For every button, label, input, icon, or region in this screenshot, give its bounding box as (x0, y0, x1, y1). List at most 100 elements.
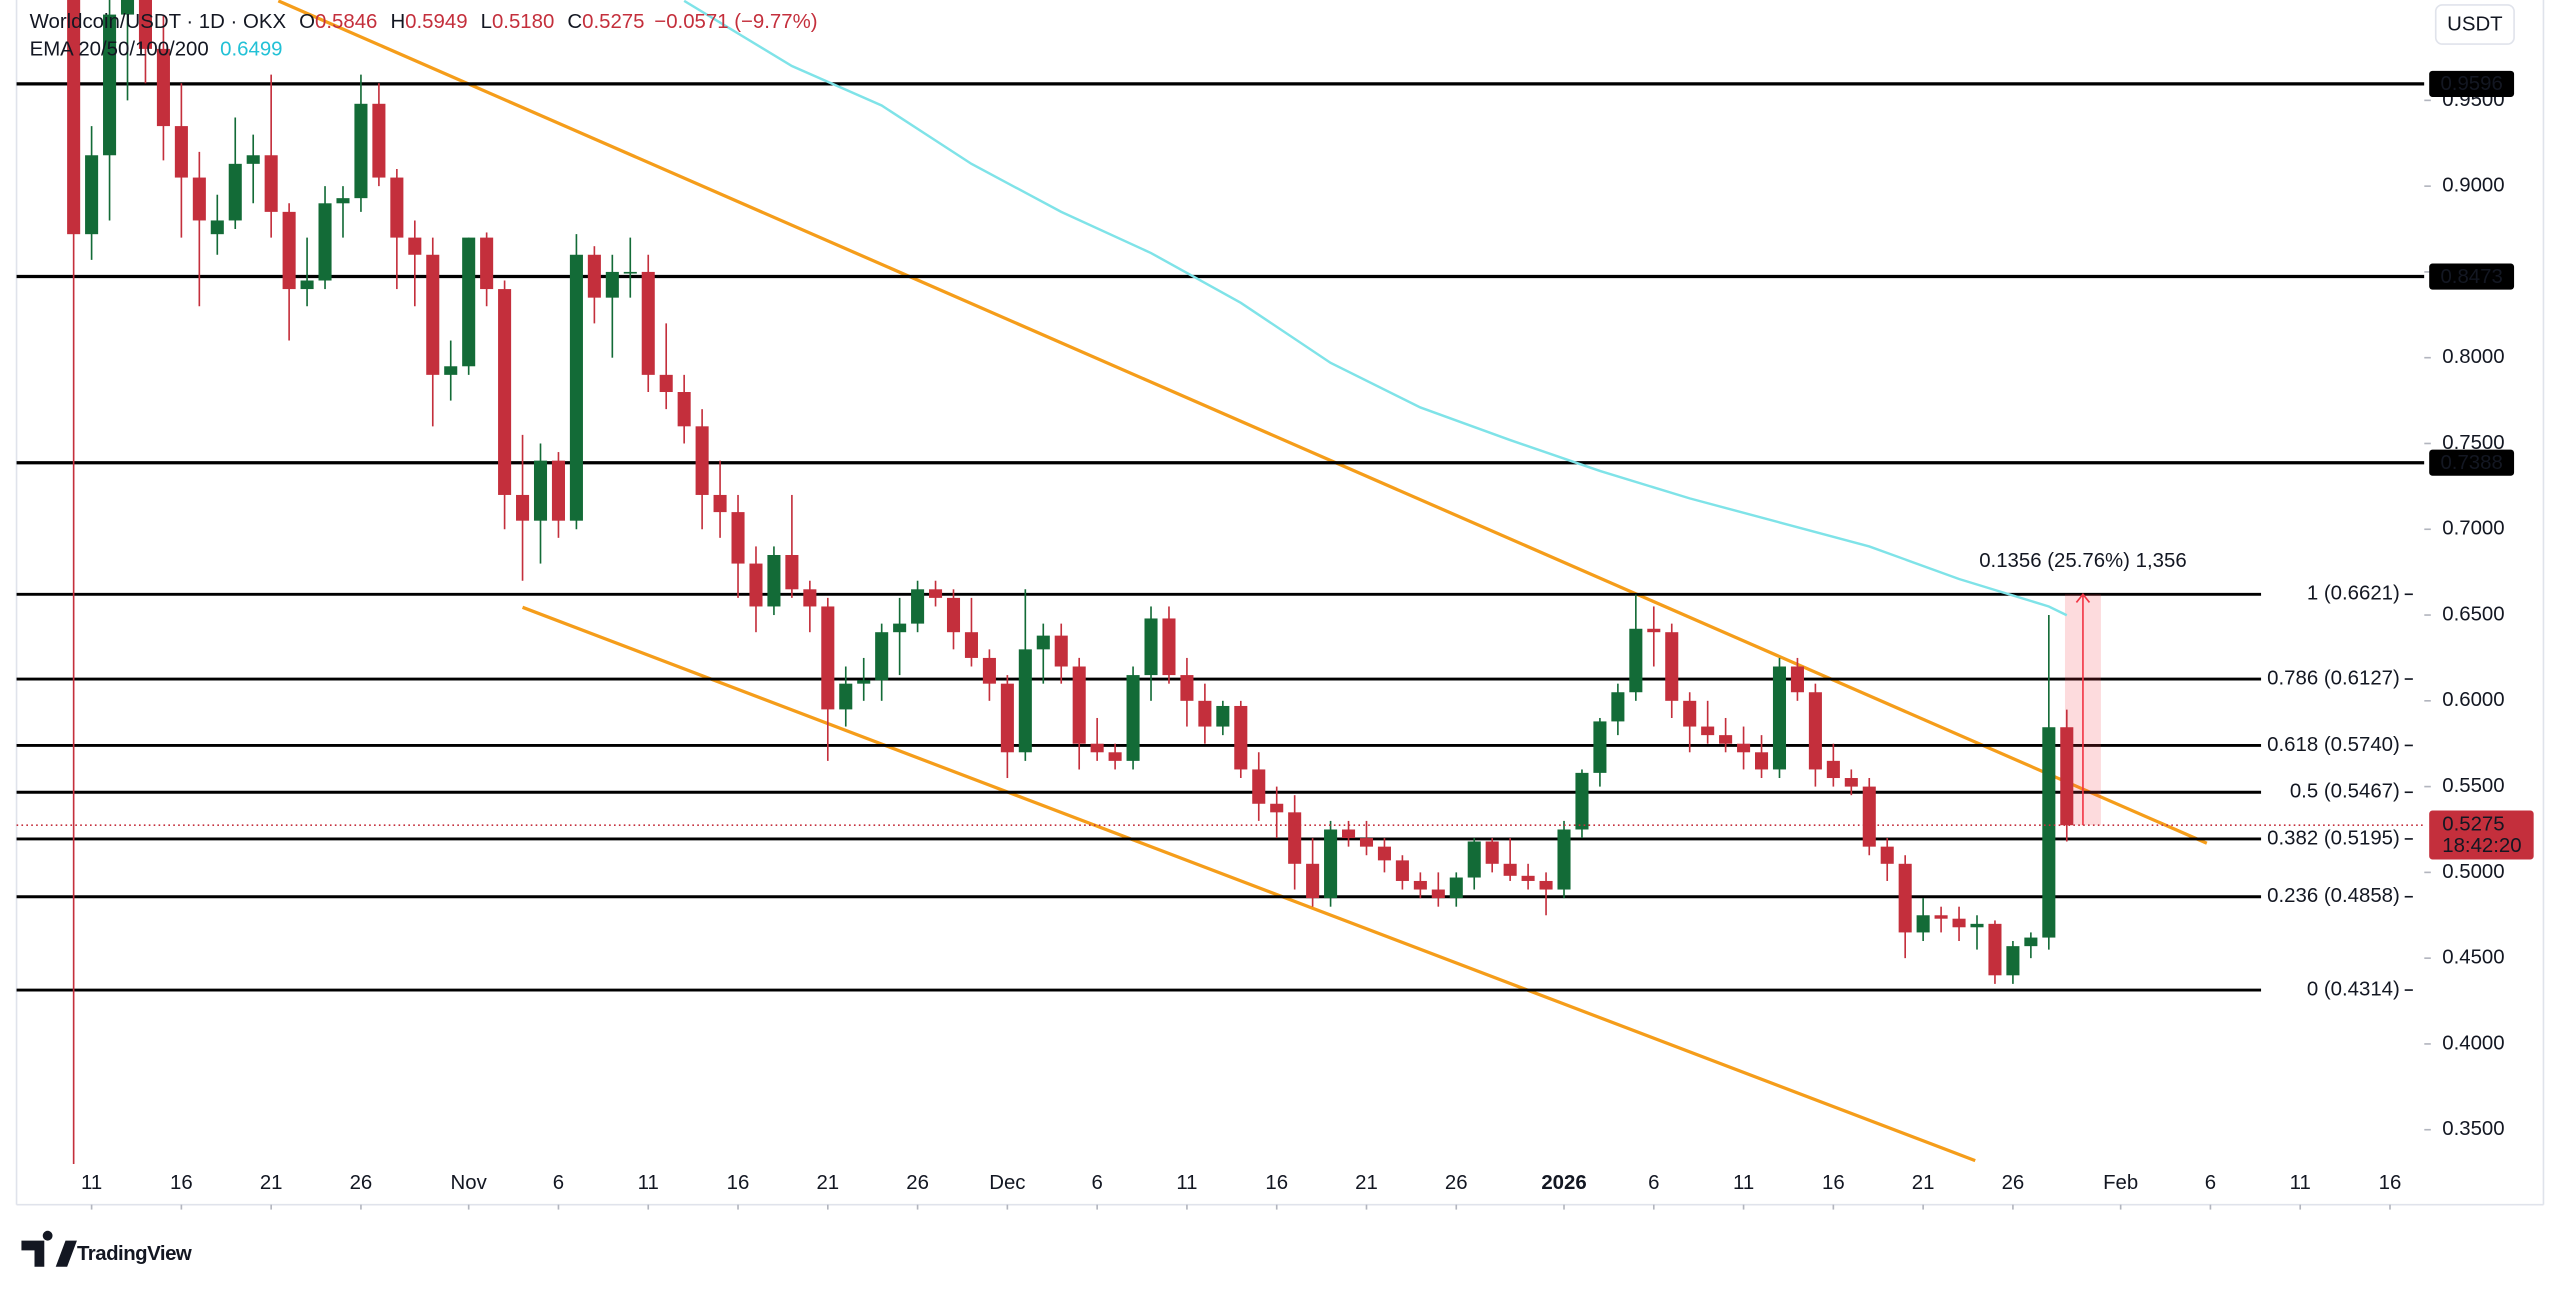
candle-body (444, 366, 458, 375)
candle-body (1557, 829, 1571, 890)
y-tick-label: 0.3500 (2442, 1118, 2504, 1140)
ohlc-key: H (390, 11, 405, 33)
candle-body (641, 271, 655, 375)
y-tick-label: 0.5000 (2442, 861, 2504, 883)
candle-body (875, 632, 889, 681)
measure-label: 0.1356 (25.76%) 1,356 (1979, 550, 2186, 572)
candle-body (1826, 760, 1840, 779)
x-tick-label: 11 (638, 1172, 659, 1194)
candle-body (2042, 727, 2056, 938)
candle-body (2006, 946, 2020, 976)
candle-body (659, 374, 673, 393)
candle-body (103, 14, 117, 156)
candle-body (1683, 700, 1697, 727)
indicator-value: 0.6499 (220, 39, 282, 61)
ohlc-value: 0.5846 (315, 11, 377, 33)
change: −0.0571 (−9.77%) (654, 11, 817, 33)
candle-body (587, 254, 601, 298)
fib-label: 0.5 (0.5467) (2290, 781, 2400, 803)
y-tick-label: 0.6500 (2442, 603, 2504, 625)
legend-line: Worldcoin/USDT · 1D · OKX O0.5846 H0.5949 L… (30, 11, 818, 33)
candle-body (1665, 632, 1679, 701)
candle-body (839, 683, 853, 710)
candle-body (1737, 743, 1751, 753)
candle-body (516, 494, 530, 521)
candle-body (372, 103, 386, 178)
candle-body (1844, 778, 1858, 787)
x-tick-label: 11 (81, 1172, 102, 1194)
candle-body (605, 271, 619, 298)
brand-logo: TradingView (21, 1230, 192, 1267)
level-tag-label: 0.7388 (2440, 452, 2502, 474)
candle-body (1701, 726, 1715, 736)
y-tick-label: 0.5500 (2442, 775, 2504, 797)
candle-body (1090, 743, 1104, 753)
indicator-name: EMA 20/50/100/200 (30, 39, 209, 61)
x-tick-label: 11 (1733, 1172, 1754, 1194)
fib-label: 0.618 (0.5740) (2267, 734, 2400, 756)
candle-body (1342, 829, 1356, 839)
candle-body (1252, 769, 1266, 804)
candle-body (1126, 675, 1140, 761)
indicator-line: EMA 20/50/100/200 0.6499 (30, 39, 283, 61)
ohlc-key: C (567, 11, 582, 33)
candle-body (1413, 880, 1427, 890)
candle-body (1306, 863, 1320, 899)
overlay: 0.3500 0.4000 0.4500 0.5000 0.5500 0.6000 0.65… (30, 11, 2534, 1210)
candle-body (1288, 812, 1302, 864)
candle-body (1898, 863, 1912, 933)
candle-body (498, 289, 512, 495)
candle-body (264, 155, 278, 212)
x-tick-label: 6 (2205, 1172, 2216, 1194)
candle-body (408, 237, 422, 255)
candle-body (1916, 915, 1930, 933)
x-tick-label: 6 (553, 1172, 564, 1194)
candle-body (1988, 923, 2002, 976)
price-tag-label: 0.5275 (2442, 814, 2504, 836)
candle-body (2060, 727, 2074, 826)
ohlc-key: L (481, 11, 492, 33)
ohlc-value: 0.5275 (582, 11, 644, 33)
candle-body (1880, 846, 1894, 864)
candle-body (785, 554, 799, 590)
candle-body (803, 589, 817, 607)
candle-body (1180, 675, 1194, 701)
candle-body (767, 554, 781, 607)
candle-body (192, 177, 206, 221)
ohlc-value: 0.5949 (405, 11, 467, 33)
currency-button[interactable] (2434, 4, 2515, 45)
candle-body (533, 460, 548, 521)
measure-arrow (2075, 592, 2091, 826)
candle-body (1072, 666, 1086, 744)
fib-label: 0.786 (0.6127) (2267, 667, 2400, 689)
y-tick-label: 0.7000 (2442, 518, 2504, 540)
x-tick-label: 26 (906, 1172, 929, 1194)
currency-label[interactable]: USDT (2447, 14, 2503, 36)
x-tick-label: Dec (989, 1172, 1025, 1194)
candle-body (821, 606, 835, 710)
candle-body (1790, 666, 1804, 693)
candle-body (1521, 875, 1535, 881)
price-tag (2429, 810, 2534, 860)
candle-body (1108, 752, 1122, 761)
x-tick-label: 16 (2379, 1172, 2402, 1194)
x-tick-label: 6 (1648, 1172, 1659, 1194)
candle-body (1467, 841, 1481, 878)
ohlc-value: 0.5180 (492, 11, 554, 33)
x-tick-label: 21 (1355, 1172, 1378, 1194)
candle-body (1952, 918, 1966, 928)
y-tick-label: 0.7500 (2442, 432, 2504, 454)
y-tick-label: 0.4000 (2442, 1032, 2504, 1054)
candle-body (569, 254, 583, 521)
candle-body (480, 237, 494, 290)
fib-label: 0 (0.4314) (2307, 978, 2400, 1000)
candle-body (1754, 752, 1769, 770)
x-tick-label: 26 (350, 1172, 373, 1194)
candle-body (929, 589, 943, 598)
candle-body (1719, 735, 1733, 744)
x-tick-label: 26 (1445, 1172, 1468, 1194)
y-tick-label: 0.6000 (2442, 689, 2504, 711)
candle-body (2024, 937, 2038, 947)
